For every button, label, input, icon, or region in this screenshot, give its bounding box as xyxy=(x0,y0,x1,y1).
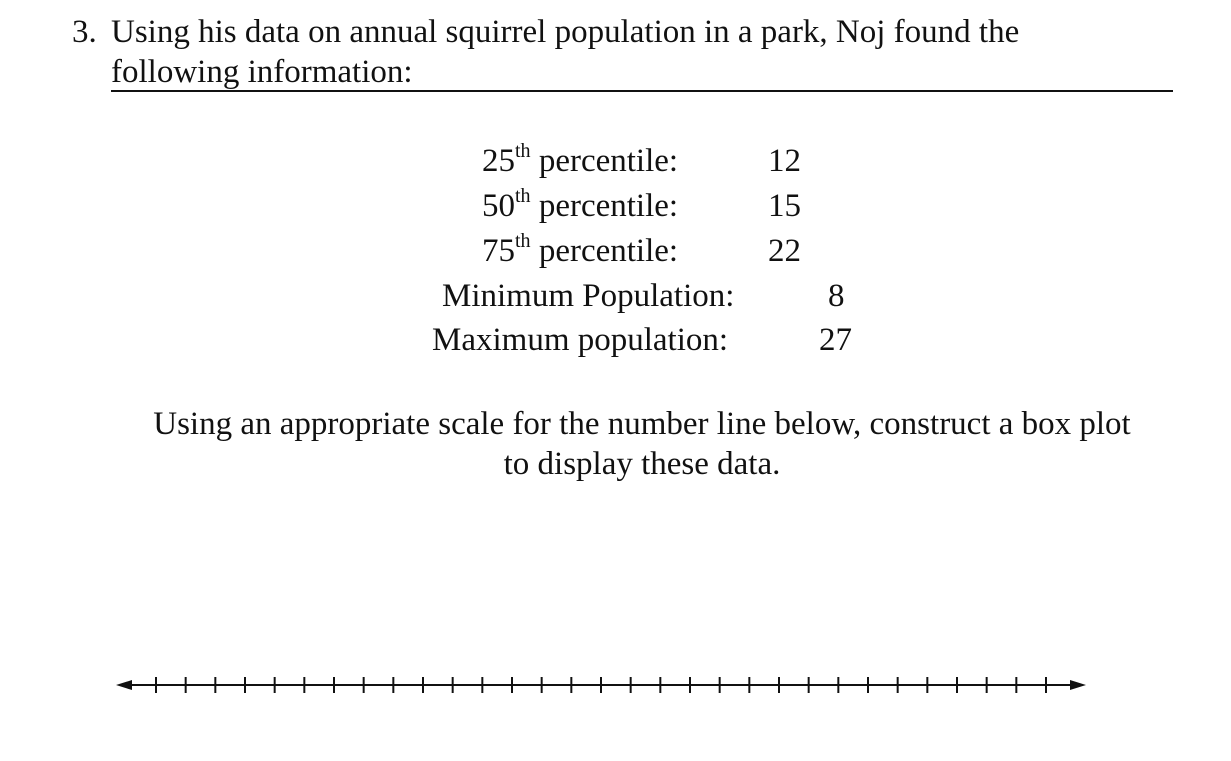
number-line-ticks xyxy=(155,677,1047,693)
stat-label-minimum: Minimum Population: xyxy=(442,278,735,314)
stat-label-maximum: Maximum population: xyxy=(432,322,729,358)
stat-label-75th-percentile: 75th percentile: xyxy=(482,230,679,269)
stat-value-25th-percentile: 12 xyxy=(768,143,801,179)
stat-value-maximum: 27 xyxy=(819,322,852,358)
number-line xyxy=(116,677,1086,693)
instruction-line-2: to display these data. xyxy=(503,446,781,482)
instruction-line-1: Using an appropriate scale for the numbe… xyxy=(153,406,1131,442)
statistics-table: 25th percentile: 12 50th percentile: 15 … xyxy=(432,140,852,358)
question-number: 3. xyxy=(72,14,97,50)
stat-value-minimum: 8 xyxy=(828,278,845,314)
stat-value-75th-percentile: 22 xyxy=(768,233,801,269)
stat-value-50th-percentile: 15 xyxy=(768,188,801,224)
question-text: Using his data on annual squirrel popula… xyxy=(111,12,1111,92)
question-text-line-1: Using his data on annual squirrel popula… xyxy=(111,14,1020,50)
stat-label-25th-percentile: 25th percentile: xyxy=(482,140,679,179)
right-arrow-icon xyxy=(1070,680,1086,690)
instruction-text: Using an appropriate scale for the numbe… xyxy=(100,404,1184,484)
question-underline xyxy=(111,90,1173,92)
stat-label-50th-percentile: 50th percentile: xyxy=(482,185,679,224)
left-arrow-icon xyxy=(116,680,132,690)
question-text-line-2: following information: xyxy=(111,54,413,90)
